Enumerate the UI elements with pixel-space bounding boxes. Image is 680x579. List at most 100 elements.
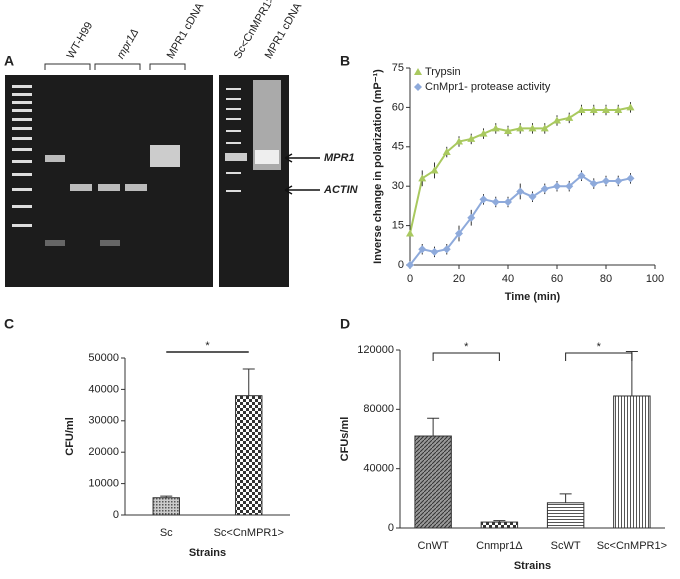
y-axis-label: CFU/ml	[64, 417, 76, 456]
marker	[528, 192, 537, 201]
y-tick-label: 30000	[88, 415, 119, 427]
y-tick-label: 60	[392, 101, 404, 113]
marker	[540, 184, 549, 193]
x-tick-label: Sc<CnMPR1>	[597, 540, 667, 552]
marker	[491, 124, 500, 132]
error-bar	[160, 495, 173, 498]
error-bar	[427, 417, 440, 437]
marker	[430, 166, 439, 174]
y-tick-label: 0	[388, 522, 394, 534]
panel-label: A	[4, 53, 14, 69]
marker	[442, 245, 451, 254]
marker	[442, 148, 451, 156]
y-tick-label: 50000	[88, 352, 119, 364]
marker	[504, 127, 512, 135]
x-tick-label: 0	[407, 273, 413, 285]
x-tick-label: 20	[453, 273, 465, 285]
marker	[540, 124, 549, 132]
lane-label: WT-H99	[65, 20, 96, 61]
y-tick-label: 40000	[88, 383, 119, 395]
x-tick-label: 100	[646, 273, 664, 285]
y-tick-label: 120000	[357, 344, 394, 356]
x-tick-label: CnWT	[418, 540, 449, 552]
x-tick-label: 40	[502, 273, 514, 285]
x-tick-label: Cnmpr1Δ	[476, 540, 523, 552]
significance-bracket	[432, 352, 500, 361]
y-tick-label: 0	[113, 509, 119, 521]
panel-label: D	[340, 316, 350, 332]
lane-label: mpr1Δ	[115, 27, 142, 61]
marker	[430, 247, 439, 256]
gel-image	[5, 63, 320, 287]
bar	[613, 395, 651, 529]
x-tick-label: Sc<CnMPR1>	[214, 527, 284, 539]
y-tick-label: 10000	[88, 478, 119, 490]
x-tick-label: Sc	[160, 527, 173, 539]
marker	[602, 176, 610, 185]
y-tick-label: 40000	[363, 463, 394, 475]
marker	[565, 113, 574, 121]
significance-label: *	[597, 341, 602, 353]
panel-label: C	[4, 316, 14, 332]
y-tick-label: 20000	[88, 446, 119, 458]
marker	[528, 124, 537, 132]
band-label: ACTIN	[323, 184, 359, 196]
marker	[516, 187, 525, 196]
marker	[455, 137, 463, 145]
x-axis-label: Strains	[189, 547, 226, 559]
marker	[504, 197, 512, 206]
bar	[414, 435, 452, 529]
x-axis-label: Time (min)	[505, 291, 561, 303]
marker	[602, 106, 610, 114]
marker	[626, 174, 635, 183]
error-bar	[493, 520, 506, 523]
x-axis-label: Strains	[514, 560, 551, 572]
marker	[491, 197, 500, 206]
bar	[546, 502, 585, 529]
y-tick-label: 0	[398, 259, 404, 271]
x-tick-label: 60	[551, 273, 563, 285]
marker	[614, 176, 623, 185]
marker	[553, 182, 561, 191]
marker	[516, 124, 525, 132]
y-axis-label: CFUs/ml	[339, 417, 351, 462]
bar	[480, 521, 519, 529]
marker	[455, 229, 463, 238]
y-tick-label: 75	[392, 62, 404, 74]
x-tick-label: 80	[600, 273, 612, 285]
panel-label: B	[340, 53, 350, 69]
marker	[418, 245, 427, 254]
y-tick-label: 15	[392, 220, 404, 232]
significance-label: *	[205, 340, 210, 352]
y-tick-label: 45	[392, 141, 404, 153]
marker	[467, 213, 476, 222]
legend-marker	[414, 83, 422, 91]
error-bar	[559, 493, 572, 503]
x-tick-label: ScWT	[551, 540, 581, 552]
marker	[406, 229, 414, 237]
marker	[479, 195, 488, 204]
y-tick-label: 30	[392, 180, 404, 192]
significance-label: *	[464, 341, 469, 353]
lane-label: MPR1 cDNA	[165, 0, 207, 61]
marker	[626, 103, 635, 111]
marker	[406, 261, 414, 269]
marker	[577, 106, 586, 114]
marker	[418, 174, 427, 182]
band-label: MPR1	[324, 152, 355, 164]
error-bar	[242, 368, 255, 396]
marker	[565, 182, 574, 191]
y-tick-label: 80000	[363, 403, 394, 415]
marker	[467, 134, 476, 142]
legend-label: Trypsin	[425, 66, 461, 78]
marker	[553, 116, 561, 124]
marker	[577, 171, 586, 180]
significance-bracket	[565, 352, 633, 361]
bar	[235, 395, 263, 516]
y-axis-label: Inverse change in polarization (mP⁻¹)	[372, 69, 384, 264]
bar	[152, 497, 180, 516]
marker	[589, 179, 598, 188]
marker	[614, 106, 623, 114]
marker	[479, 129, 488, 137]
